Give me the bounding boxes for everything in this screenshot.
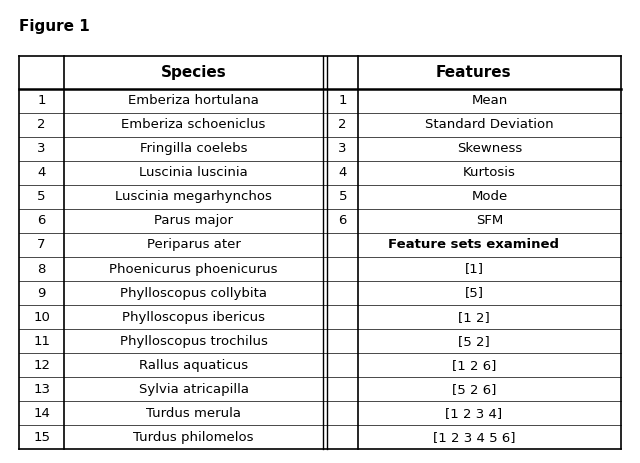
Text: 5: 5 bbox=[339, 190, 347, 203]
Text: Feature sets examined: Feature sets examined bbox=[388, 238, 559, 251]
Text: Periparus ater: Periparus ater bbox=[147, 238, 241, 251]
Text: 1: 1 bbox=[339, 94, 347, 107]
Text: [1]: [1] bbox=[465, 263, 483, 275]
Text: 6: 6 bbox=[37, 214, 46, 227]
Text: 3: 3 bbox=[37, 143, 46, 156]
Text: Figure 1: Figure 1 bbox=[19, 19, 90, 33]
Text: 14: 14 bbox=[33, 407, 50, 419]
Text: [5 2 6]: [5 2 6] bbox=[452, 382, 496, 395]
Text: Kurtosis: Kurtosis bbox=[463, 166, 516, 180]
Text: [5 2]: [5 2] bbox=[458, 335, 490, 348]
Text: Luscinia luscinia: Luscinia luscinia bbox=[140, 166, 248, 180]
Text: Sylvia atricapilla: Sylvia atricapilla bbox=[139, 382, 248, 395]
Text: Phylloscopus collybita: Phylloscopus collybita bbox=[120, 287, 267, 300]
Text: 12: 12 bbox=[33, 358, 50, 372]
Text: 13: 13 bbox=[33, 382, 50, 395]
Text: Features: Features bbox=[436, 65, 512, 80]
Text: Skewness: Skewness bbox=[457, 143, 522, 156]
Text: Phoenicurus phoenicurus: Phoenicurus phoenicurus bbox=[109, 263, 278, 275]
Text: Luscinia megarhynchos: Luscinia megarhynchos bbox=[115, 190, 272, 203]
Text: Standard Deviation: Standard Deviation bbox=[426, 119, 554, 131]
Text: Rallus aquaticus: Rallus aquaticus bbox=[139, 358, 248, 372]
Text: Phylloscopus ibericus: Phylloscopus ibericus bbox=[122, 311, 265, 324]
Text: 6: 6 bbox=[339, 214, 347, 227]
Text: [1 2 3 4]: [1 2 3 4] bbox=[445, 407, 502, 419]
Text: [5]: [5] bbox=[465, 287, 483, 300]
Text: 8: 8 bbox=[37, 263, 46, 275]
Text: Emberiza schoeniclus: Emberiza schoeniclus bbox=[122, 119, 266, 131]
Text: 4: 4 bbox=[339, 166, 347, 180]
Text: SFM: SFM bbox=[476, 214, 503, 227]
Text: 3: 3 bbox=[339, 143, 347, 156]
Text: [1 2]: [1 2] bbox=[458, 311, 490, 324]
Text: 9: 9 bbox=[37, 287, 46, 300]
Text: [1 2 6]: [1 2 6] bbox=[452, 358, 496, 372]
Text: 1: 1 bbox=[37, 94, 46, 107]
Text: Emberiza hortulana: Emberiza hortulana bbox=[128, 94, 259, 107]
Text: Mode: Mode bbox=[472, 190, 508, 203]
Text: [1 2 3 4 5 6]: [1 2 3 4 5 6] bbox=[433, 431, 515, 444]
Text: 2: 2 bbox=[37, 119, 46, 131]
Text: Turdus merula: Turdus merula bbox=[146, 407, 241, 419]
Text: Mean: Mean bbox=[472, 94, 508, 107]
Text: 11: 11 bbox=[33, 335, 50, 348]
Text: 2: 2 bbox=[339, 119, 347, 131]
Text: 10: 10 bbox=[33, 311, 50, 324]
Text: 4: 4 bbox=[37, 166, 46, 180]
Text: Species: Species bbox=[161, 65, 227, 80]
Text: Turdus philomelos: Turdus philomelos bbox=[133, 431, 254, 444]
Text: Parus major: Parus major bbox=[154, 214, 233, 227]
Text: Fringilla coelebs: Fringilla coelebs bbox=[140, 143, 247, 156]
Text: Phylloscopus trochilus: Phylloscopus trochilus bbox=[120, 335, 268, 348]
Text: 7: 7 bbox=[37, 238, 46, 251]
Text: 15: 15 bbox=[33, 431, 50, 444]
Text: 5: 5 bbox=[37, 190, 46, 203]
